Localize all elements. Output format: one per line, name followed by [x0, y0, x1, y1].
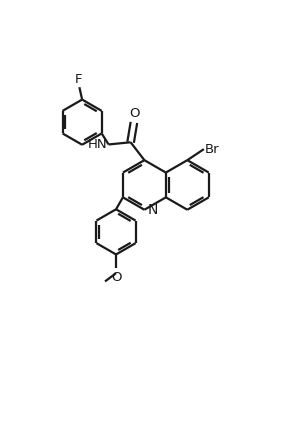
Text: N: N [148, 202, 158, 216]
Text: Br: Br [205, 143, 219, 156]
Text: O: O [129, 107, 140, 120]
Text: O: O [111, 271, 121, 284]
Text: HN: HN [88, 138, 108, 151]
Text: F: F [75, 73, 82, 86]
